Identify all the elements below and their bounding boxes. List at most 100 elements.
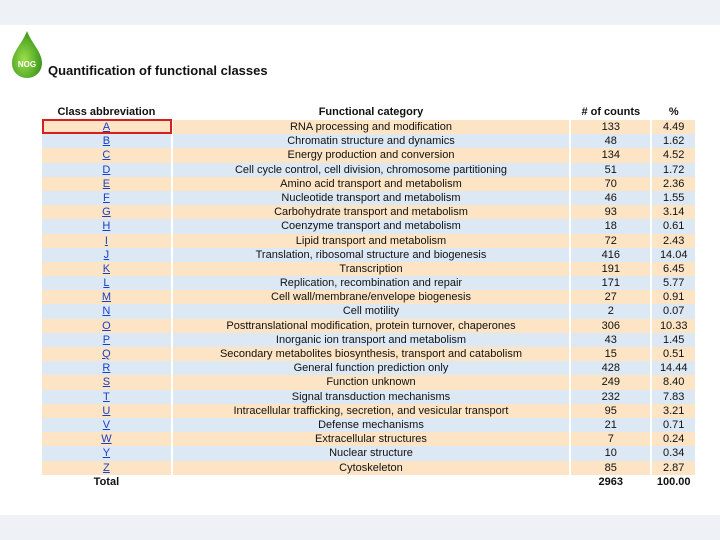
percent-cell: 0.51 xyxy=(650,347,695,362)
class-link[interactable]: R xyxy=(102,362,111,375)
table: Class abbreviation Functional category # o… xyxy=(42,105,695,489)
class-link[interactable]: E xyxy=(102,177,111,190)
category-cell: Posttranslational modification, protein … xyxy=(170,318,569,333)
category-cell: Secondary metabolites biosynthesis, tran… xyxy=(170,347,569,362)
class-link[interactable]: F xyxy=(103,191,110,204)
logo: NOG xyxy=(12,31,42,78)
class-link[interactable]: A xyxy=(102,121,111,133)
class-link[interactable]: U xyxy=(102,404,111,417)
percent-cell: 2.87 xyxy=(650,460,695,475)
count-cell: 72 xyxy=(569,233,650,248)
class-link[interactable]: Z xyxy=(103,461,110,474)
abbreviation-cell: H xyxy=(42,219,171,234)
category-cell: Cytoskeleton xyxy=(170,460,569,475)
count-cell: 95 xyxy=(569,403,650,418)
abbreviation-cell: W xyxy=(42,432,171,447)
class-link[interactable]: O xyxy=(102,319,111,332)
class-link[interactable]: K xyxy=(102,262,111,275)
abbreviation-cell: Y xyxy=(42,446,171,461)
count-cell: 249 xyxy=(569,375,650,390)
page: NOG Quantification of functional classes… xyxy=(0,25,720,515)
category-cell: Cell wall/membrane/envelope biogenesis xyxy=(170,290,569,305)
abbreviation-cell: C xyxy=(42,148,171,163)
abbreviation-cell: A xyxy=(42,120,171,135)
percent-cell: 1.62 xyxy=(650,134,695,149)
category-cell: Chromatin structure and dynamics xyxy=(170,134,569,149)
count-cell: 133 xyxy=(569,120,650,135)
count-cell: 15 xyxy=(569,347,650,362)
abbreviation-cell: D xyxy=(42,162,171,177)
class-link[interactable]: H xyxy=(102,220,111,233)
table-row: A RNA processing and modification 133 4.49 xyxy=(42,120,695,135)
category-cell: Signal transduction mechanisms xyxy=(170,389,569,404)
percent-cell: 3.21 xyxy=(650,403,695,418)
blank-cell xyxy=(170,474,569,489)
category-cell: Cell cycle control, cell division, chrom… xyxy=(170,162,569,177)
category-cell: Amino acid transport and metabolism xyxy=(170,176,569,191)
class-link[interactable]: C xyxy=(102,149,111,162)
total-percent: 100.00 xyxy=(650,474,695,489)
count-cell: 27 xyxy=(569,290,650,305)
count-cell: 70 xyxy=(569,176,650,191)
count-cell: 171 xyxy=(569,276,650,291)
table-row: C Energy production and conversion 134 4.52 xyxy=(42,148,695,163)
count-cell: 428 xyxy=(569,361,650,376)
class-link[interactable]: L xyxy=(103,277,110,290)
abbreviation-cell: S xyxy=(42,375,171,390)
percent-cell: 5.77 xyxy=(650,276,695,291)
category-cell: General function prediction only xyxy=(170,361,569,376)
category-cell: Transcription xyxy=(170,261,569,277)
abbreviation-cell: T xyxy=(42,389,171,404)
table-row: T Signal transduction mechanisms 232 7.83 xyxy=(42,389,695,404)
abbreviation-cell: G xyxy=(42,205,171,220)
class-link[interactable]: B xyxy=(102,135,111,148)
percent-cell: 7.83 xyxy=(650,389,695,404)
abbreviation-cell: O xyxy=(42,318,171,333)
header-cell: Class abbreviation xyxy=(57,106,156,118)
class-link[interactable]: G xyxy=(102,206,111,219)
class-link[interactable]: J xyxy=(103,248,110,261)
class-link[interactable]: S xyxy=(102,376,111,389)
table-row: L Replication, recombination and repair 17… xyxy=(42,276,695,291)
header-cell: # of counts xyxy=(569,105,650,120)
class-link[interactable]: D xyxy=(102,163,111,176)
category-cell: RNA processing and modification xyxy=(170,120,569,135)
percent-cell: 0.91 xyxy=(650,290,695,305)
class-link[interactable]: Y xyxy=(102,447,111,460)
percent-cell: 2.36 xyxy=(650,176,695,191)
count-cell: 2 xyxy=(569,304,650,319)
class-link[interactable]: N xyxy=(102,305,111,318)
class-link[interactable]: T xyxy=(103,390,110,403)
table-row: B Chromatin structure and dynamics 48 1.62 xyxy=(42,134,695,149)
table-row: N Cell motility 2 0.07 xyxy=(42,304,695,319)
category-cell: Coenzyme transport and metabolism xyxy=(170,219,569,234)
percent-cell: 0.71 xyxy=(650,417,695,433)
percent-cell: 4.52 xyxy=(650,148,695,163)
abbreviation-cell: R xyxy=(42,361,171,376)
category-cell: Inorganic ion transport and metabolism xyxy=(170,332,569,347)
class-link[interactable]: I xyxy=(104,234,108,247)
logo-text: NOG xyxy=(18,60,36,69)
category-cell: Nucleotide transport and metabolism xyxy=(170,190,569,206)
category-cell: Nuclear structure xyxy=(170,446,569,461)
abbreviation-cell: M xyxy=(42,290,171,305)
count-cell: 18 xyxy=(569,219,650,234)
count-cell: 7 xyxy=(569,432,650,447)
abbreviation-cell: P xyxy=(42,332,171,347)
table-row: J Translation, ribosomal structure and bi… xyxy=(42,247,695,262)
class-link[interactable]: V xyxy=(102,418,111,431)
header-row: Class abbreviation Functional category # o… xyxy=(42,105,695,120)
count-cell: 306 xyxy=(569,318,650,333)
class-link[interactable]: Q xyxy=(102,348,111,360)
class-link[interactable]: M xyxy=(101,291,111,304)
table-row: V Defense mechanisms 21 0.71 xyxy=(42,417,695,433)
class-link[interactable]: P xyxy=(102,333,111,346)
class-link[interactable]: W xyxy=(101,433,112,446)
count-cell: 10 xyxy=(569,446,650,461)
category-cell: Defense mechanisms xyxy=(170,417,569,433)
abbreviation-cell: Z xyxy=(42,460,171,475)
percent-cell: 2.43 xyxy=(650,233,695,248)
category-cell: Lipid transport and metabolism xyxy=(170,233,569,248)
table-row: O Posttranslational modification, protein… xyxy=(42,318,695,333)
